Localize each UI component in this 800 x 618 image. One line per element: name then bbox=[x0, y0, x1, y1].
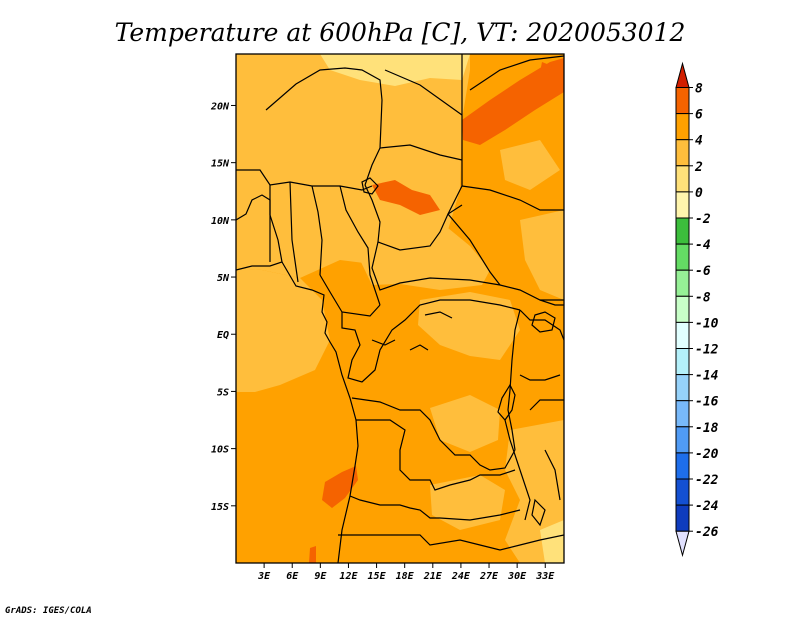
colorbar-label: -16 bbox=[695, 395, 719, 410]
map-title: Temperature at 600hPa [C], VT: 202005301… bbox=[115, 18, 686, 47]
colorbar-box bbox=[675, 295, 690, 323]
colorbar-box bbox=[675, 165, 690, 193]
colorbar-box bbox=[675, 348, 690, 376]
colorbar-box bbox=[675, 426, 690, 454]
lon-tick-label: 3E bbox=[257, 571, 271, 582]
colorbar-box bbox=[675, 452, 690, 480]
country-borders bbox=[236, 54, 564, 563]
colorbar-box bbox=[675, 478, 690, 506]
lat-tick-label: 5N bbox=[217, 273, 230, 284]
colorbar-top-arrow bbox=[675, 61, 690, 88]
colorbar-box bbox=[675, 400, 690, 428]
colorbar-box bbox=[675, 269, 690, 297]
temperature-field bbox=[236, 54, 564, 563]
colorbar-label: -24 bbox=[695, 499, 719, 514]
lat-tick-label: 20N bbox=[210, 101, 230, 112]
lon-tick-label: 9E bbox=[314, 571, 327, 582]
colorbar-label: 2 bbox=[694, 160, 703, 175]
colorbar-label: -4 bbox=[695, 238, 711, 253]
colorbar-label: 6 bbox=[695, 108, 703, 123]
lat-tick-label: 10S bbox=[211, 445, 229, 456]
colorbar-box bbox=[675, 87, 690, 115]
colorbar-box bbox=[675, 243, 690, 271]
lon-tick-label: 30E bbox=[507, 571, 527, 582]
colorbar-label: -14 bbox=[695, 369, 719, 384]
colorbar-label: -8 bbox=[695, 290, 711, 305]
lat-tick-label: EQ bbox=[217, 330, 229, 341]
colorbar-box bbox=[675, 504, 690, 532]
lat-tick-label: 5S bbox=[217, 387, 229, 398]
map-panel: 20N 15N 10N 5N EQ 5S 10S 15S 3E 6E 9E 12E 15E 18E 21E… bbox=[210, 53, 565, 582]
map-frame bbox=[235, 53, 565, 564]
grads-credit: GrADS: IGES/COLA bbox=[5, 606, 92, 616]
colorbar-box bbox=[675, 217, 690, 245]
colorbar-label: -22 bbox=[695, 473, 719, 488]
colorbar-label: 4 bbox=[695, 134, 703, 149]
lon-tick-label: 12E bbox=[339, 571, 358, 582]
lat-tick-label: 10N bbox=[211, 216, 230, 227]
colorbar-label: -18 bbox=[695, 421, 719, 436]
lon-tick-label: 18E bbox=[396, 571, 415, 582]
colorbar: 8 6 4 2 0 -2 -4 -6 -8 -10 -12 -14 -16 -18 -20 -22 -24 -26 bbox=[675, 61, 719, 558]
lat-tick-label: 15S bbox=[211, 502, 229, 513]
lon-tick-label: 15E bbox=[368, 571, 387, 582]
colorbar-label: -6 bbox=[695, 264, 711, 279]
latitude-axis: 20N 15N 10N 5N EQ 5S 10S 15S bbox=[210, 101, 236, 513]
lat-tick-label: 15N bbox=[211, 159, 230, 170]
lon-tick-label: 24E bbox=[451, 571, 471, 582]
longitude-axis: 3E 6E 9E 12E 15E 18E 21E 24E 27E 30E 33E bbox=[257, 563, 555, 582]
colorbar-box bbox=[675, 139, 690, 167]
colorbar-label: -2 bbox=[695, 212, 711, 227]
colorbar-bottom-arrow bbox=[675, 530, 690, 558]
lon-tick-label: 27E bbox=[479, 571, 499, 582]
colorbar-label: -12 bbox=[695, 343, 719, 358]
colorbar-box bbox=[675, 113, 690, 141]
lon-tick-label: 6E bbox=[286, 571, 299, 582]
lon-tick-label: 21E bbox=[423, 571, 443, 582]
colorbar-label: 8 bbox=[695, 82, 703, 97]
colorbar-box bbox=[675, 374, 690, 402]
colorbar-label: -26 bbox=[695, 525, 719, 540]
colorbar-label: 0 bbox=[695, 186, 703, 201]
colorbar-box bbox=[675, 321, 690, 349]
colorbar-box bbox=[675, 191, 690, 219]
lon-tick-label: 33E bbox=[535, 571, 555, 582]
colorbar-label: -20 bbox=[695, 447, 719, 462]
colorbar-label: -10 bbox=[695, 316, 719, 331]
